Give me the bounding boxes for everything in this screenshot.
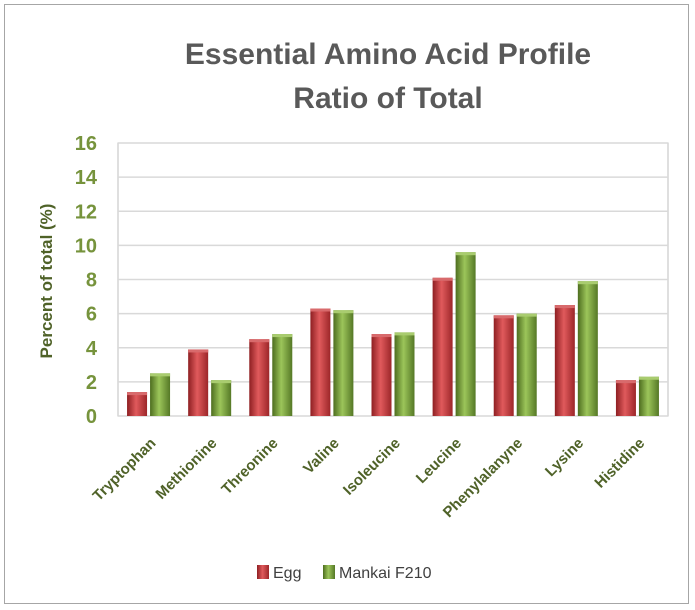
bar-cap [493,315,514,319]
legend-label-egg: Egg [273,565,301,582]
y-tick-label: 10 [75,235,97,257]
bar-cap [150,373,171,377]
x-tick-label: Lysine [542,435,587,480]
y-tick-label: 12 [75,201,97,223]
bar-mankai-phenylalanyne [516,313,537,416]
y-tick-label: 4 [86,338,98,360]
bar-mankai-methionine [211,380,232,416]
bar-egg-histidine [615,380,636,416]
bar-cap [455,252,476,256]
bar-cap [615,380,636,384]
gridlines [117,142,669,417]
y-tick-label: 2 [86,372,97,394]
bar-egg-phenylalanyne [493,315,514,416]
legend-marker-mankai [323,565,335,579]
bar-egg-leucine [432,277,453,416]
bar-cap [432,277,453,281]
bar-cap [310,308,331,312]
x-tick-label: Isoleucine [340,435,404,499]
x-tick-label: Methionine [152,435,220,503]
bar-cap [577,281,598,285]
bar-egg-methionine [188,349,209,416]
x-tick-label: Threonine [218,435,281,498]
x-tick-label: Valine [300,435,343,478]
x-tick-label: Tryptophan [90,435,160,505]
y-tick-label: 0 [86,406,97,428]
bar-egg-tryptophan [127,392,148,416]
legend-marker-egg [257,565,269,579]
bar-egg-lysine [554,305,575,416]
y-tick-label: 16 [75,133,97,155]
y-tick-label: 14 [75,167,98,189]
bar-cap [188,349,209,353]
bar-mankai-threonine [272,334,293,416]
bar-mankai-valine [333,310,354,416]
bar-egg-threonine [249,339,270,416]
y-axis-label: Percent of total (%) [37,204,56,359]
bar-mankai-histidine [638,376,659,416]
y-tick-labels: 0 2 4 6 8 10 12 14 16 [75,133,98,428]
bars [127,252,659,416]
x-tick-label: Leucine [413,435,465,487]
bar-mankai-isoleucine [394,332,415,416]
bar-cap [516,313,537,317]
bar-cap [371,334,392,338]
bar-mankai-tryptophan [150,373,171,416]
bar-cap [638,376,659,380]
bar-cap [127,392,148,396]
x-tick-label: Histidine [591,435,648,492]
bar-cap [554,305,575,309]
chart-subtitle: Ratio of Total [293,82,482,115]
bar-egg-isoleucine [371,334,392,416]
y-tick-label: 6 [86,304,97,326]
legend-label-mankai: Mankai F210 [339,565,432,582]
legend: Egg Mankai F210 [257,565,432,582]
bar-mankai-lysine [577,281,598,416]
bar-egg-valine [310,308,331,416]
bar-cap [249,339,270,343]
chart-title: Essential Amino Acid Profile [185,38,591,71]
bar-cap [394,332,415,336]
bar-mankai-leucine [455,252,476,416]
bar-cap [272,334,293,338]
y-tick-label: 8 [86,270,97,292]
bar-cap [211,380,232,384]
bar-cap [333,310,354,314]
